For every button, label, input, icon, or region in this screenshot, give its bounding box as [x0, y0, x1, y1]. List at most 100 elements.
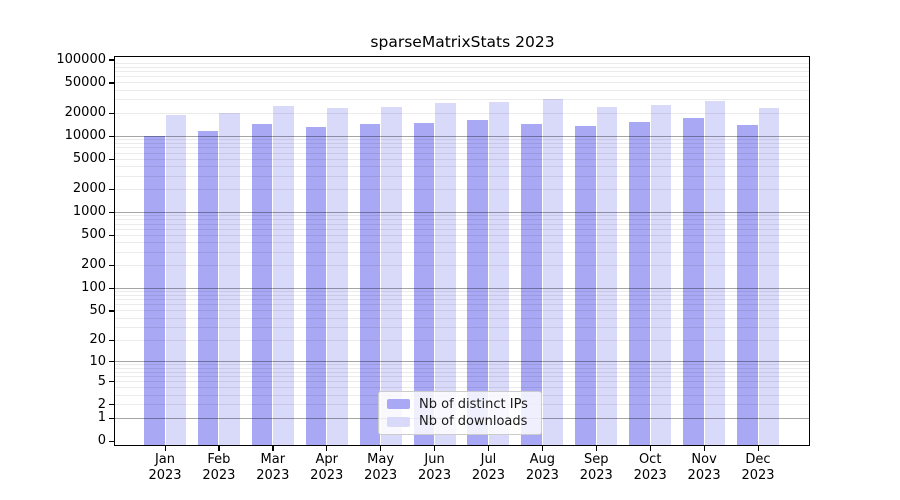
y-tick-label-200: 200 — [81, 257, 106, 273]
gridline-700 — [115, 223, 810, 225]
gridline-10000 — [115, 135, 810, 137]
chart-title: sparseMatrixStats 2023 — [370, 33, 555, 51]
legend-label-downloads: Nb of downloads — [419, 414, 528, 430]
bar-distinct-ips-aug — [521, 124, 542, 446]
y-tick-label-2000: 2000 — [72, 181, 106, 197]
y-tick-label-50000: 50000 — [64, 74, 106, 90]
x-tick-mark-apr — [326, 446, 328, 451]
x-tick-mark-jul — [487, 446, 490, 451]
gridline-9 — [115, 364, 810, 366]
x-tick-mark-nov — [703, 446, 705, 451]
x-tick-mark-dec — [757, 446, 759, 451]
x-tick-label-jan: Jan 2023 — [148, 452, 182, 483]
gridline-3000 — [115, 175, 810, 177]
gridline-5000 — [115, 158, 810, 160]
y-tick-mark-0 — [109, 440, 114, 442]
bar-distinct-ips-apr — [305, 126, 327, 446]
gridline-90000 — [115, 62, 810, 64]
y-tick-mark-200 — [109, 264, 114, 267]
gridline-60 — [115, 304, 810, 306]
x-tick-label-apr: Apr 2023 — [310, 452, 344, 483]
x-tick-mark-mar — [272, 446, 274, 451]
x-tick-label-sep: Sep 2023 — [579, 452, 613, 483]
y-tick-label-100: 100 — [81, 280, 106, 296]
y-tick-mark-20 — [109, 339, 114, 341]
gridline-70000 — [115, 71, 810, 73]
x-tick-label-oct: Oct 2023 — [633, 452, 667, 483]
x-tick-mark-aug — [541, 446, 544, 451]
bar-downloads-aug — [542, 99, 564, 446]
gridline-8000 — [115, 143, 810, 145]
y-tick-mark-50000 — [109, 82, 114, 84]
y-tick-mark-2000 — [109, 188, 114, 191]
bar-distinct-ips-jul — [467, 119, 488, 446]
legend-label-distinct-ips: Nb of distinct IPs — [419, 396, 528, 412]
gridline-7 — [115, 371, 810, 373]
y-tick-label-10: 10 — [89, 353, 106, 369]
y-tick-label-500: 500 — [81, 227, 106, 243]
bar-distinct-ips-nov — [683, 118, 704, 446]
bar-downloads-feb — [219, 112, 240, 446]
x-tick-label-dec: Dec 2023 — [741, 452, 775, 483]
bar-downloads-may — [381, 106, 402, 446]
gridline-5 — [115, 381, 810, 383]
legend-swatch-downloads — [387, 416, 410, 427]
bar-downloads-dec — [758, 108, 779, 446]
gridline-80 — [115, 295, 810, 297]
x-tick-label-aug: Aug 2023 — [525, 452, 559, 483]
x-tick-label-mar: Mar 2023 — [256, 452, 290, 483]
y-tick-label-2: 2 — [97, 396, 106, 412]
x-tick-label-feb: Feb 2023 — [202, 452, 236, 483]
y-tick-mark-10 — [109, 361, 114, 363]
bar-distinct-ips-sep — [575, 126, 596, 446]
x-tick-label-may: May 2023 — [364, 452, 398, 483]
gridline-400 — [115, 242, 810, 244]
x-tick-mark-jan — [164, 446, 166, 451]
gridline-70 — [115, 299, 810, 301]
x-tick-mark-may — [380, 446, 382, 451]
y-tick-label-1000: 1000 — [72, 204, 106, 220]
y-tick-label-50: 50 — [89, 302, 106, 318]
y-tick-mark-50 — [109, 310, 114, 312]
gridline-100 — [115, 287, 810, 289]
legend: Nb of distinct IPs Nb of downloads — [378, 391, 542, 435]
legend-item-distinct-ips: Nb of distinct IPs — [387, 397, 533, 412]
gridline-20000 — [115, 112, 810, 114]
x-tick-mark-jun — [434, 446, 436, 451]
bar-downloads-jan — [165, 115, 186, 446]
bar-distinct-ips-dec — [737, 125, 758, 446]
x-tick-mark-oct — [649, 446, 651, 451]
gridline-10 — [115, 361, 810, 363]
y-tick-mark-100 — [109, 287, 114, 289]
gridline-2000 — [115, 188, 810, 190]
gridline-6000 — [115, 152, 810, 154]
y-tick-label-5000: 5000 — [72, 151, 106, 167]
gridline-800 — [115, 219, 810, 221]
gridline-200 — [115, 264, 810, 266]
bar-downloads-nov — [704, 100, 726, 446]
gridline-6 — [115, 376, 810, 378]
y-tick-mark-1 — [109, 417, 114, 419]
bar-downloads-mar — [273, 105, 294, 446]
y-tick-mark-5 — [109, 381, 114, 383]
gridline-30000 — [115, 99, 810, 101]
gridline-4 — [115, 387, 810, 389]
y-tick-mark-20000 — [109, 112, 114, 114]
gridline-4000 — [115, 166, 810, 167]
bar-distinct-ips-jan — [144, 135, 165, 446]
gridline-1000 — [115, 211, 810, 213]
gridline-20 — [115, 339, 810, 341]
gridline-30 — [115, 326, 810, 328]
y-tick-label-100000: 100000 — [56, 51, 106, 67]
y-tick-label-10000: 10000 — [64, 128, 106, 144]
gridline-50 — [115, 310, 810, 312]
y-tick-label-20: 20 — [89, 332, 106, 348]
bar-distinct-ips-may — [359, 124, 381, 446]
y-tick-mark-10000 — [109, 135, 114, 137]
gridline-500 — [115, 234, 810, 236]
x-tick-label-nov: Nov 2023 — [687, 452, 721, 483]
y-tick-mark-100000 — [109, 59, 114, 61]
y-tick-label-20000: 20000 — [64, 105, 106, 121]
gridline-40 — [115, 317, 810, 319]
